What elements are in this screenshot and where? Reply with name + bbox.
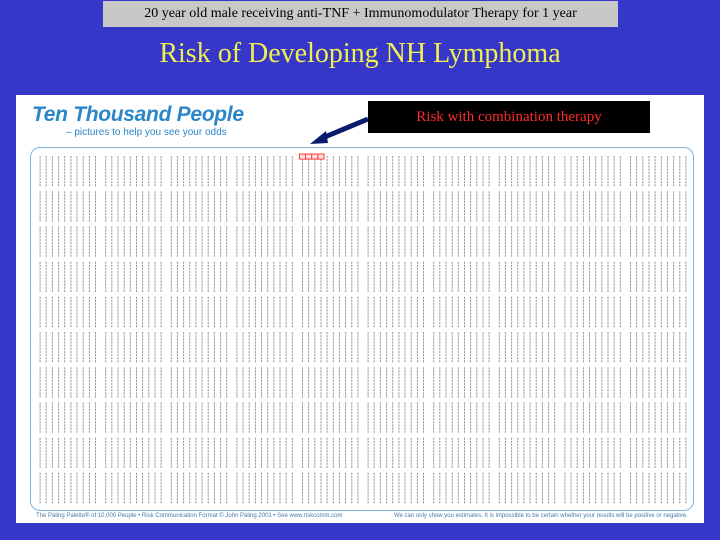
footer-right: We can only show you estimates. It is im… xyxy=(394,513,688,519)
people-figures xyxy=(39,156,687,504)
callout-box: Risk with combination therapy xyxy=(368,101,650,133)
brand-title: Ten Thousand People xyxy=(32,103,244,126)
people-grid-svg xyxy=(39,153,687,504)
highlighted-person xyxy=(311,153,319,160)
highlighted-person xyxy=(305,153,313,160)
callout-text: Risk with combination therapy xyxy=(416,108,602,125)
arrow-head xyxy=(310,131,328,144)
chart-panel: Ten Thousand People – pictures to help y… xyxy=(16,95,704,523)
figure-strokes xyxy=(39,156,687,504)
highlighted-person xyxy=(317,153,325,160)
banner-text: 20 year old male receiving anti-TNF + Im… xyxy=(144,6,577,21)
slide-title: Risk of Developing NH Lymphoma xyxy=(159,38,561,69)
top-banner: 20 year old male receiving anti-TNF + Im… xyxy=(103,1,618,27)
arrow-shaft xyxy=(319,116,369,142)
brand-subtitle: – pictures to help you see your odds xyxy=(66,127,227,138)
highlighted-person xyxy=(298,153,307,160)
people-grid xyxy=(30,147,694,511)
footer-left: The Paling Palette® of 10,000 People • R… xyxy=(36,513,343,519)
